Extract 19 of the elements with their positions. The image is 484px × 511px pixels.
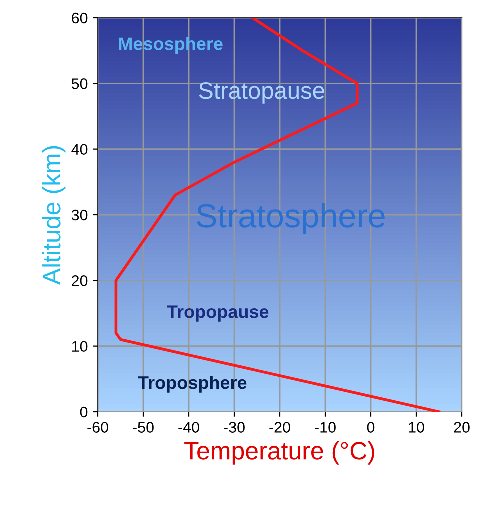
- y-tick-label: 20: [72, 276, 88, 286]
- x-tick-label: -40: [178, 422, 200, 433]
- y-tick-label: 30: [72, 210, 88, 221]
- y-tick-label: 0: [80, 406, 88, 418]
- x-tick-label: -20: [270, 422, 290, 433]
- x-tick-label: -30: [224, 422, 245, 433]
- x-tick-label: 0: [367, 422, 375, 433]
- y-axis-title: Altitude (km): [42, 146, 66, 286]
- x-tick-label: 10: [409, 422, 424, 433]
- annotation: Stratosphere: [197, 203, 385, 234]
- x-tick-label: -10: [315, 422, 336, 433]
- y-tick-label: 40: [72, 144, 88, 156]
- x-axis-title: Temperature (°C): [184, 442, 374, 465]
- x-tick-label: -50: [133, 422, 154, 433]
- y-tick-label: 60: [72, 12, 88, 24]
- x-tick-label: 20: [454, 422, 470, 433]
- y-tick-label: 50: [72, 78, 88, 90]
- x-tick-label: -60: [88, 422, 108, 433]
- y-tick-label: 10: [72, 341, 88, 352]
